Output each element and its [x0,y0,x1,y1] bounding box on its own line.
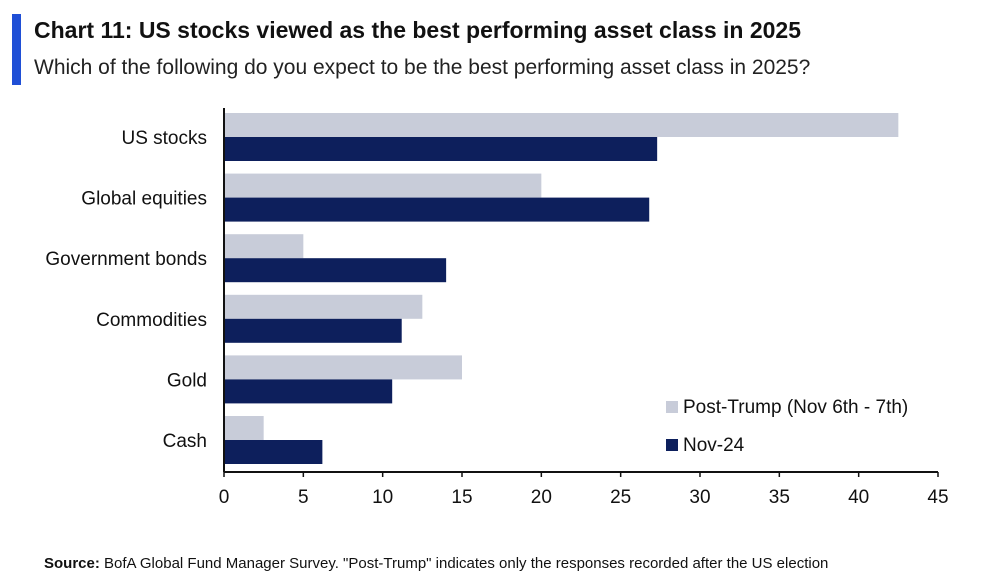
bar-nov24 [224,440,323,464]
category-label: Government bonds [45,249,207,270]
x-tick-label: 30 [689,487,710,508]
bar-nov24 [224,379,393,404]
bar-nov24 [224,258,447,283]
category-label: Commodities [96,310,207,331]
chart-subtitle: Which of the following do you expect to … [34,56,811,79]
x-tick-label: 0 [219,487,230,508]
x-tick-label: 25 [610,487,631,508]
bar-post-trump [224,113,899,137]
x-tick-label: 5 [298,487,309,508]
x-tick-label: 35 [769,487,790,508]
legend-swatch-nov24 [666,439,678,451]
bar-post-trump [224,234,304,259]
legend-label-nov24: Nov-24 [683,435,745,456]
category-label: Global equities [81,189,207,210]
category-label: US stocks [121,128,207,149]
bar-post-trump [224,355,462,380]
x-tick-label: 40 [848,487,869,508]
x-tick-label: 45 [927,487,948,508]
category-label: Gold [167,370,207,391]
bar-post-trump [224,294,423,319]
bar-post-trump [224,173,542,198]
x-tick-label: 15 [451,487,472,508]
bar-nov24 [224,318,402,343]
source-label: Source: [44,555,100,572]
title-accent-bar [12,14,21,85]
chart-title: Chart 11: US stocks viewed as the best p… [34,17,801,43]
source-text: BofA Global Fund Manager Survey. "Post-T… [99,555,829,572]
x-tick-label: 10 [372,487,393,508]
legend-label-post-trump: Post-Trump (Nov 6th - 7th) [683,397,908,418]
bar-nov24 [224,197,650,222]
x-tick-label: 20 [531,487,552,508]
source-note: Source: BofA Global Fund Manager Survey.… [44,555,828,572]
legend-swatch-post-trump [666,401,678,413]
bar-post-trump [224,416,264,440]
bar-nov24 [224,137,658,161]
category-label: Cash [163,431,207,452]
